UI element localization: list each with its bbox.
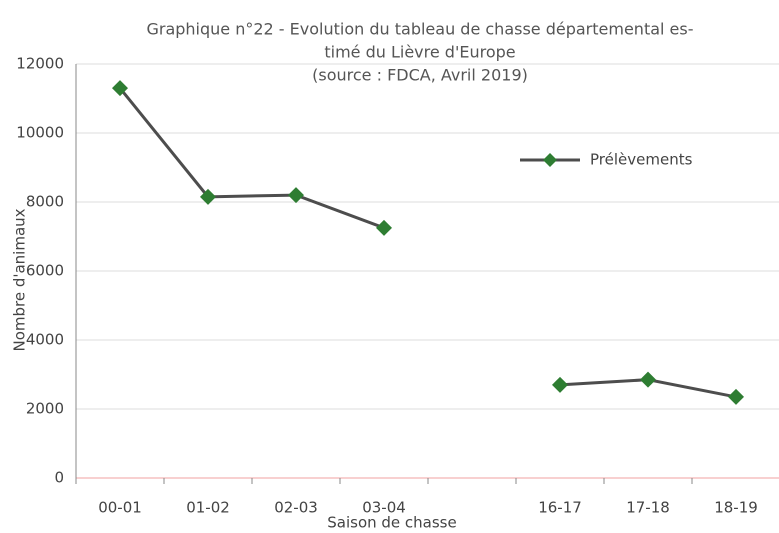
chart-title: (source : FDCA, Avril 2019) — [312, 66, 528, 85]
y-axis-label: Nombre d'animaux — [11, 208, 29, 351]
x-tick-label: 17-18 — [626, 499, 670, 517]
chart-title: timé du Lièvre d'Europe — [324, 43, 515, 62]
legend-marker — [543, 153, 557, 167]
y-tick-label: 12000 — [16, 55, 64, 73]
data-point — [728, 388, 744, 405]
y-tick-label: 2000 — [26, 400, 64, 418]
data-point — [552, 376, 568, 393]
data-point — [376, 219, 392, 236]
y-tick-label: 0 — [54, 469, 64, 487]
legend-label: Prélèvements — [590, 151, 693, 169]
data-line — [118, 87, 737, 399]
x-tick-label: 01-02 — [186, 499, 230, 517]
data-point — [200, 188, 216, 205]
x-tick-label: 03-04 — [362, 499, 406, 517]
data-point — [288, 187, 304, 204]
x-tick-label: 18-19 — [714, 499, 758, 517]
x-tick-label: 16-17 — [538, 499, 582, 517]
x-tick-label: 02-03 — [274, 499, 318, 517]
y-tick-label: 6000 — [26, 262, 64, 280]
y-tick-label: 8000 — [26, 193, 64, 211]
y-tick-label: 4000 — [26, 331, 64, 349]
y-tick-label: 10000 — [16, 124, 64, 142]
x-tick-label: 00-01 — [98, 499, 142, 517]
chart-title: Graphique n°22 - Evolution du tableau de… — [146, 20, 693, 39]
data-point — [112, 80, 128, 97]
x-axis-label: Saison de chasse — [327, 514, 456, 532]
data-point — [640, 371, 656, 388]
